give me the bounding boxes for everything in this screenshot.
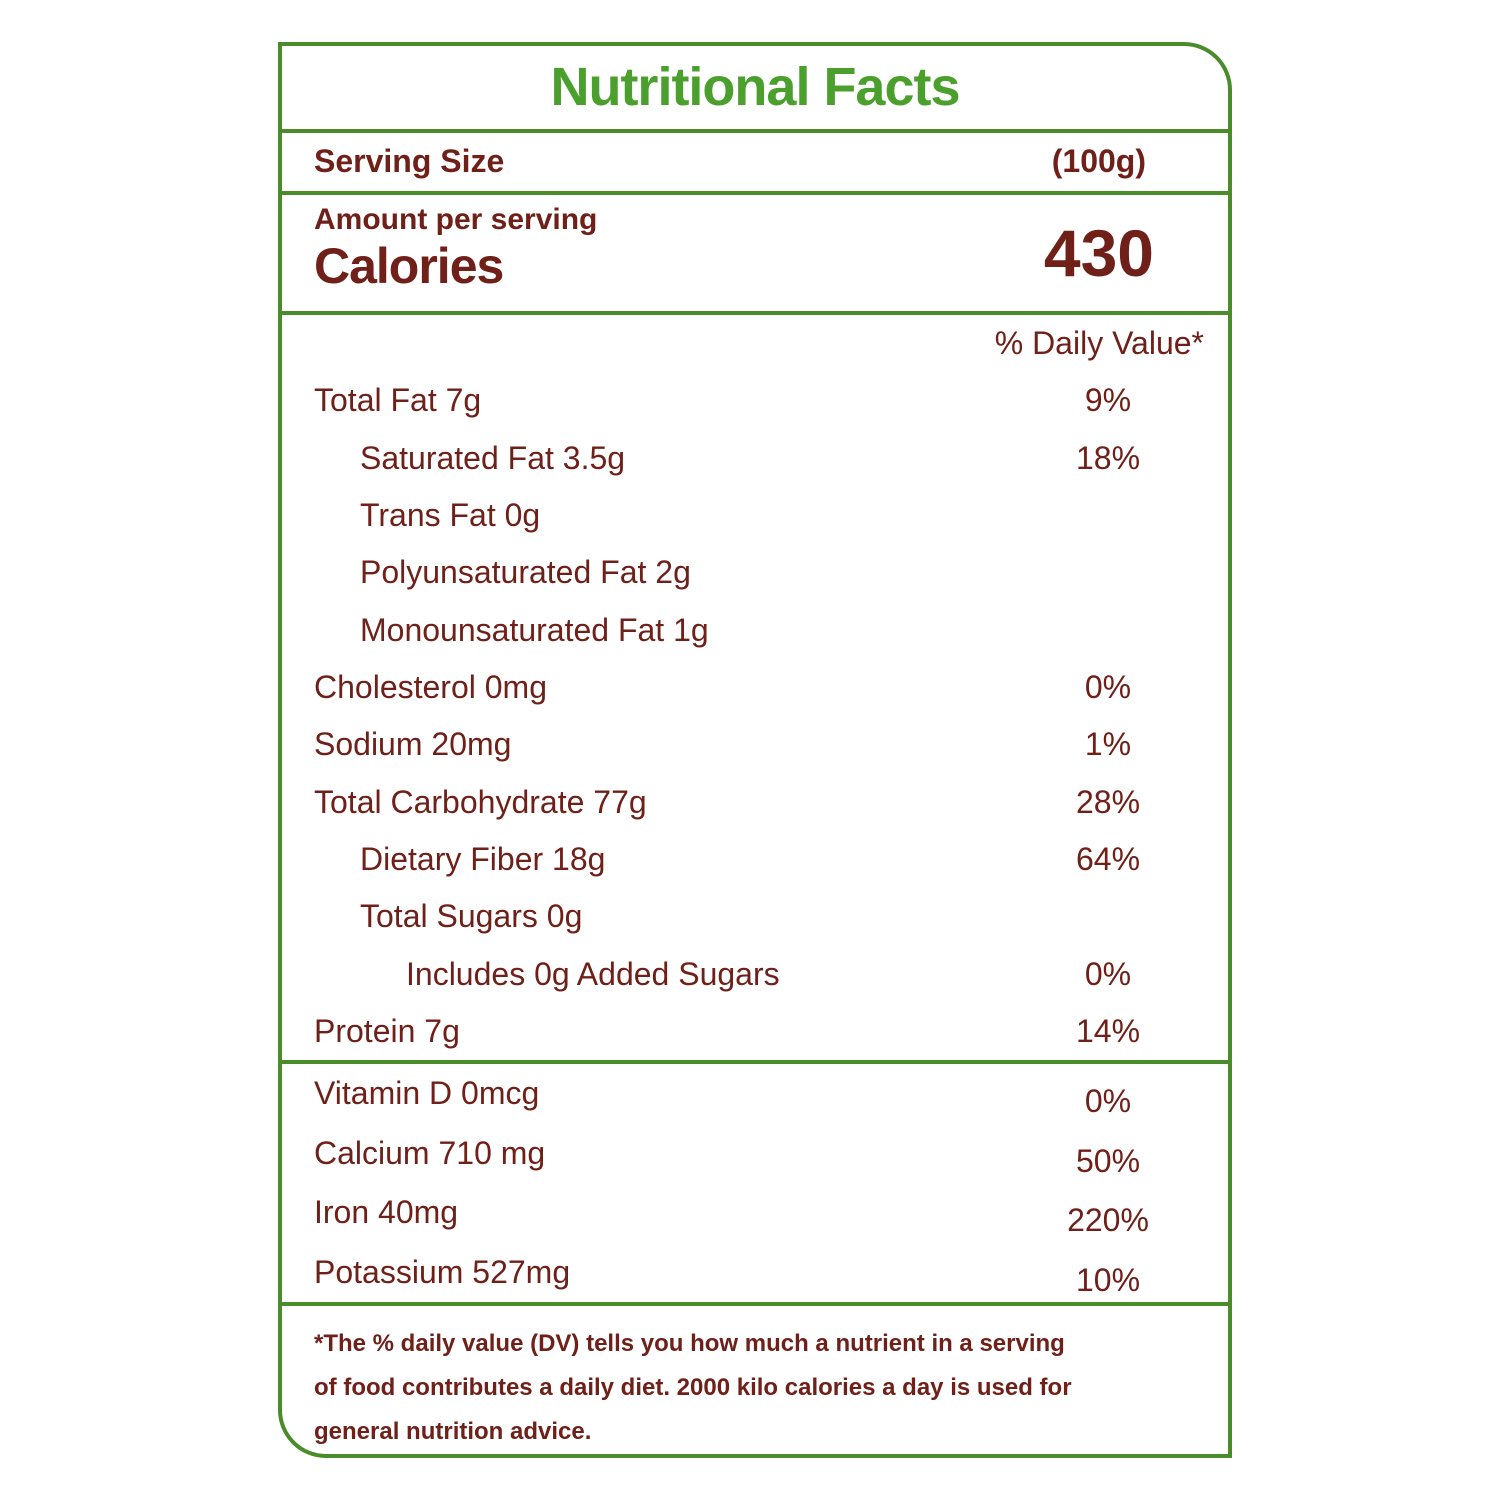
nutrient-label: Trans Fat 0g: [360, 496, 541, 533]
nutrient-row: Cholesterol 0mg 0%: [282, 659, 1228, 716]
nutrient-dv: 18%: [1075, 439, 1141, 476]
nutrition-facts-label: Nutritional Facts Serving Size (100g) Am…: [278, 42, 1232, 1458]
vitamins-section: Vitamin D 0mcg 0% Calcium 710 mg 50% Iro…: [282, 1060, 1228, 1302]
nutrient-label: Total Carbohydrate 77g: [314, 783, 647, 820]
nutrients-section: % Daily Value* Total Fat 7g 9% Saturated…: [282, 310, 1228, 1060]
nutrient-row: Trans Fat 0g: [282, 487, 1228, 544]
nutrient-row: Sodium 20mg 1%: [282, 716, 1228, 773]
nutrient-label: Cholesterol 0mg: [314, 668, 547, 705]
vitamin-label: Potassium 527mg: [314, 1253, 571, 1290]
vitamin-dv: 220%: [1067, 1202, 1149, 1239]
nutrient-row: Total Sugars 0g: [282, 888, 1228, 945]
nutrient-row: Total Fat 7g 9%: [282, 372, 1228, 429]
nutrient-row: Dietary Fiber 18g 64%: [282, 831, 1228, 888]
vitamin-row: Iron 40mg 220%: [282, 1183, 1228, 1243]
nutrient-label: Includes 0g Added Sugars: [406, 955, 780, 992]
vitamin-row: Vitamin D 0mcg 0%: [282, 1064, 1228, 1124]
nutrient-dv: 1%: [1084, 726, 1132, 763]
calories-value: 430: [1043, 215, 1154, 290]
footnote-line: general nutrition advice.: [314, 1417, 592, 1445]
vitamin-label: Iron 40mg: [314, 1194, 459, 1231]
nutrient-row: Protein 7g 14%: [282, 1003, 1228, 1060]
nutrient-label: Polyunsaturated Fat 2g: [360, 554, 691, 591]
vitamin-row: Potassium 527mg 10%: [282, 1243, 1228, 1303]
calories-section: Amount per serving Calories 430: [282, 190, 1228, 311]
nutrient-row: Saturated Fat 3.5g 18%: [282, 429, 1228, 486]
nutrient-row: Monounsaturated Fat 1g: [282, 601, 1228, 658]
calories-label: Calories: [314, 237, 504, 294]
nutrient-label: Monounsaturated Fat 1g: [360, 611, 709, 648]
serving-size-row: Serving Size (100g): [282, 128, 1228, 191]
calories-labels: Amount per serving Calories: [282, 195, 597, 311]
nutrient-dv: 0%: [1084, 955, 1132, 992]
vitamin-row: Calcium 710 mg 50%: [282, 1124, 1228, 1184]
nutrient-label: Saturated Fat 3.5g: [360, 439, 626, 476]
vitamin-dv: 10%: [1075, 1261, 1141, 1298]
footnote-line: *The % daily value (DV) tells you how mu…: [314, 1329, 1065, 1357]
nutrient-label: Total Fat 7g: [314, 382, 482, 419]
nutrient-label: Sodium 20mg: [314, 726, 512, 763]
nutrient-dv: 0%: [1084, 668, 1132, 705]
nutrient-label: Total Sugars 0g: [360, 898, 583, 935]
vitamin-dv: 50%: [1075, 1142, 1141, 1179]
nutrient-row: Total Carbohydrate 77g 28%: [282, 773, 1228, 830]
nutrient-label: Protein 7g: [314, 1012, 460, 1049]
nutrient-row: Includes 0g Added Sugars 0%: [282, 945, 1228, 1002]
nutrient-label: Dietary Fiber 18g: [360, 840, 606, 877]
title-section: Nutritional Facts: [282, 46, 1228, 129]
nutrient-dv: 28%: [1075, 783, 1141, 820]
daily-value-header: % Daily Value*: [994, 324, 1204, 361]
serving-size-value: (100g): [1051, 143, 1146, 180]
nutrient-row: Polyunsaturated Fat 2g: [282, 544, 1228, 601]
nutrient-dv: 14%: [1075, 1012, 1141, 1049]
amount-per-serving-label: Amount per serving: [314, 202, 598, 236]
serving-size-label: Serving Size: [314, 143, 505, 180]
footnote-line: of food contributes a daily diet. 2000 k…: [314, 1373, 1072, 1401]
footnote-section: *The % daily value (DV) tells you how mu…: [282, 1301, 1228, 1454]
nutrient-dv: 9%: [1084, 382, 1132, 419]
vitamin-label: Vitamin D 0mcg: [314, 1075, 540, 1112]
label-title: Nutritional Facts: [550, 57, 960, 118]
nutrient-dv: 64%: [1075, 840, 1141, 877]
vitamin-label: Calcium 710 mg: [314, 1134, 546, 1171]
vitamin-dv: 0%: [1084, 1083, 1132, 1120]
